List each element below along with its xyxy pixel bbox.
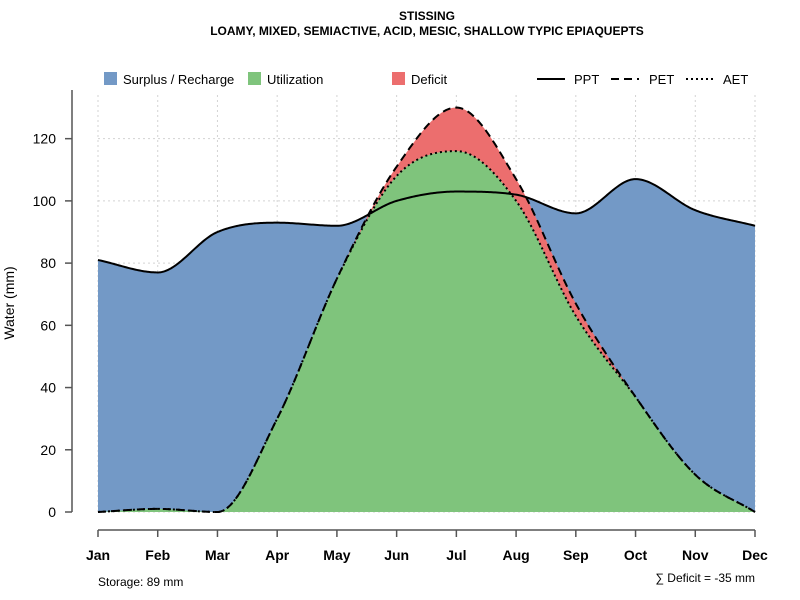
axes: 0 20 40 60 80 100 120 Jan Feb Mar Apr May Jun Jul Aug S… (33, 90, 768, 563)
legend-label-deficit: Deficit (411, 72, 448, 87)
legend-swatch-deficit (392, 72, 405, 85)
legend-label-ppt: PPT (574, 72, 599, 87)
y-tick-label-100: 100 (33, 193, 57, 209)
x-tick-label-feb: Feb (145, 547, 170, 563)
legend-label-utilization: Utilization (267, 72, 323, 87)
legend-label-aet: AET (723, 72, 748, 87)
deficit-annotation: ∑ Deficit = -35 mm (655, 571, 755, 585)
y-tick-label-120: 120 (33, 131, 57, 147)
x-tick-label-may: May (323, 547, 350, 563)
chart-title: STISSING (399, 9, 455, 23)
x-tick-label-nov: Nov (682, 547, 709, 563)
series-line-pet (97, 106, 756, 514)
x-tick-label-dec: Dec (742, 547, 768, 563)
y-axis-title: Water (mm) (1, 266, 17, 339)
area-utilization (98, 151, 755, 513)
x-tick-label-jan: Jan (86, 547, 110, 563)
y-tick-label-60: 60 (40, 317, 56, 333)
x-tick-label-oct: Oct (624, 547, 648, 563)
legend-swatch-surplus (104, 72, 117, 85)
legend-label-surplus: Surplus / Recharge (123, 72, 234, 87)
legend-swatch-utilization (248, 72, 261, 85)
y-tick-label-20: 20 (40, 442, 56, 458)
legend: Surplus / Recharge Utilization Deficit P… (104, 72, 748, 87)
x-tick-label-apr: Apr (265, 547, 290, 563)
x-tick-label-sep: Sep (563, 547, 589, 563)
area-fills (98, 107, 755, 513)
x-tick-label-mar: Mar (205, 547, 230, 563)
chart-subtitle: LOAMY, MIXED, SEMIACTIVE, ACID, MESIC, S… (210, 24, 644, 38)
series-line-ppt (97, 178, 756, 274)
legend-label-pet: PET (649, 72, 674, 87)
x-tick-label-jul: Jul (446, 547, 466, 563)
y-tick-label-0: 0 (48, 504, 56, 520)
x-tick-label-jun: Jun (384, 547, 409, 563)
series-line-aet (97, 150, 756, 514)
x-tick-label-aug: Aug (502, 547, 529, 563)
storage-annotation: Storage: 89 mm (98, 575, 183, 589)
y-tick-label-80: 80 (40, 255, 56, 271)
y-tick-label-40: 40 (40, 380, 56, 396)
series-lines (97, 106, 756, 514)
